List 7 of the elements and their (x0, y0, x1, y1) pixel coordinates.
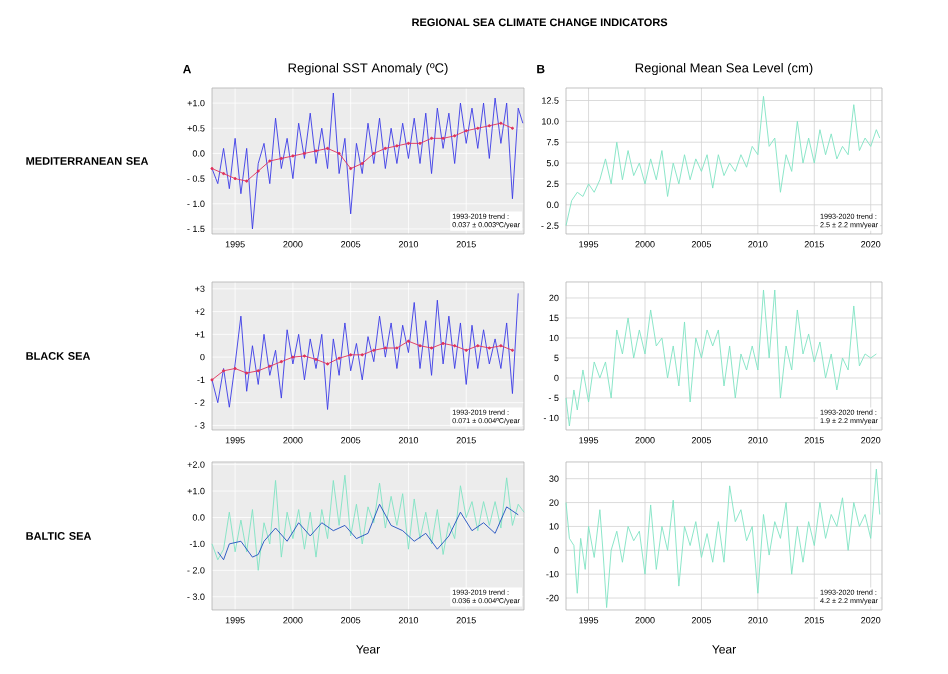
line-series (211, 92, 524, 230)
line-series (565, 468, 881, 609)
line-series (211, 474, 525, 571)
line-series (565, 95, 881, 227)
line-series (217, 503, 519, 561)
line-series (565, 289, 877, 427)
line-series (211, 292, 519, 410)
